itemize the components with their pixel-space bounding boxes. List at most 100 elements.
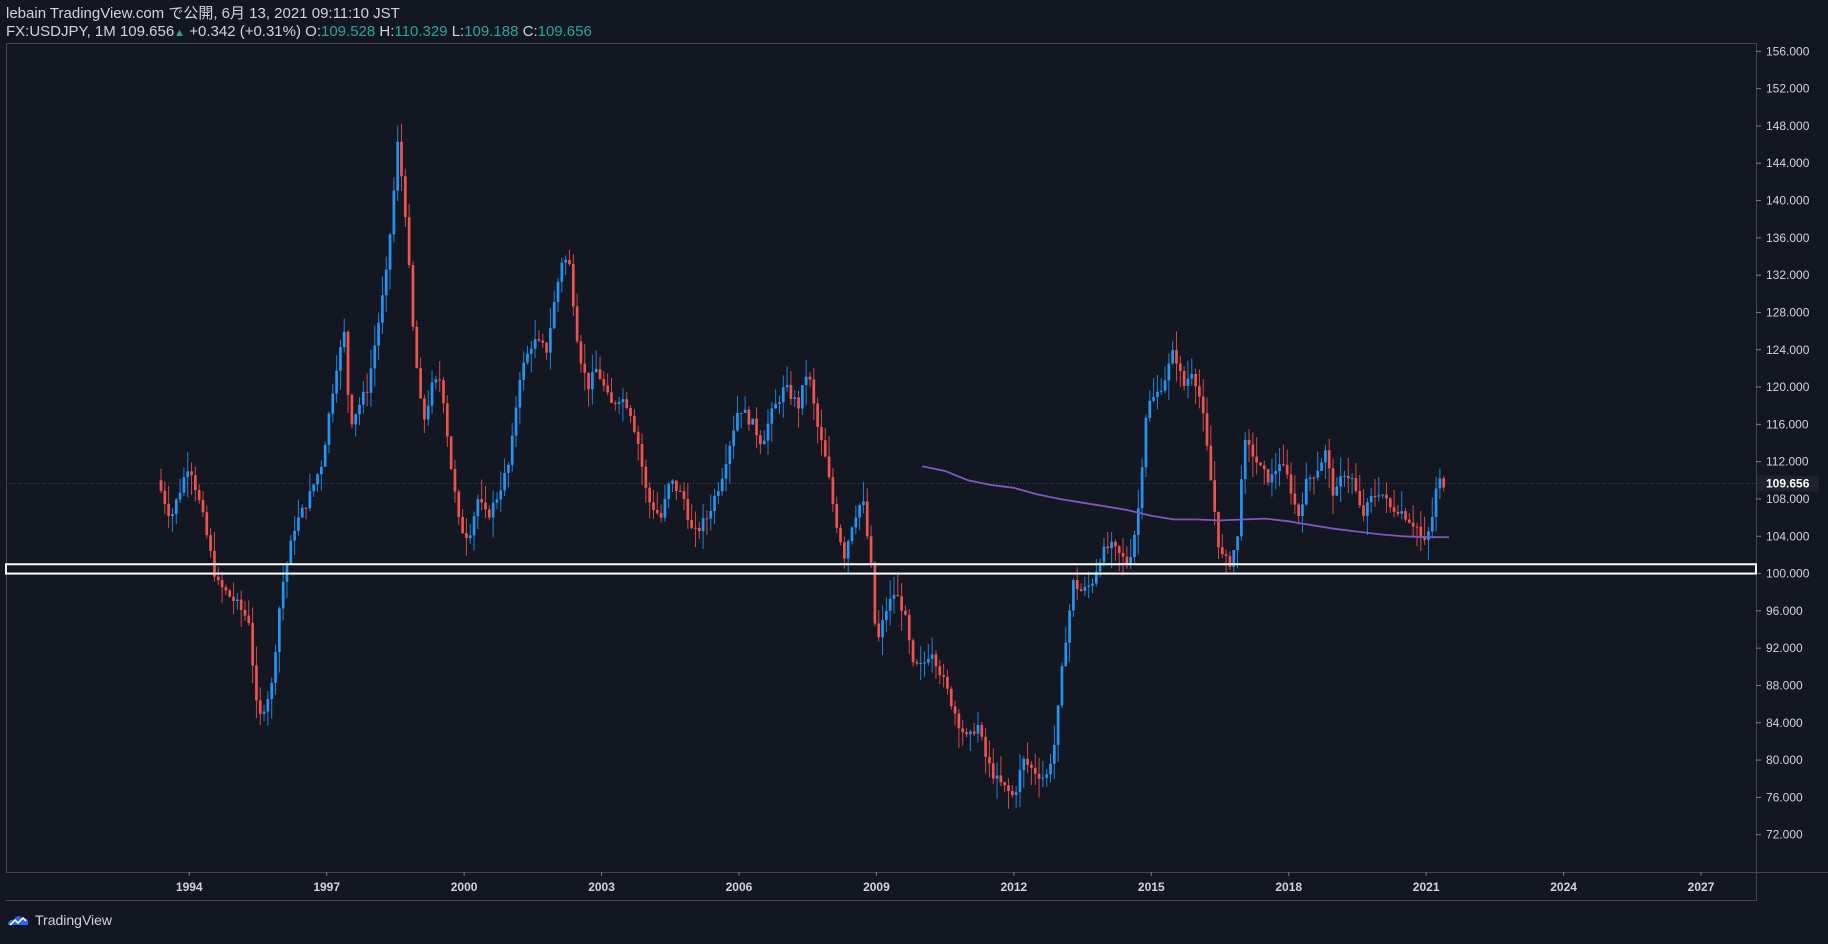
candle-body [1194, 373, 1197, 387]
candle-body [201, 500, 205, 513]
candle-body [281, 581, 285, 609]
candle-body [1354, 478, 1358, 491]
candle-body [930, 654, 934, 659]
candle-body [1419, 526, 1423, 537]
candle-body [205, 512, 209, 536]
y-tick-label: 76.000 [1766, 790, 1803, 804]
tradingview-logo-icon [8, 916, 29, 926]
candle-body [1438, 478, 1442, 489]
candle-body [258, 700, 262, 714]
candle-body [843, 542, 846, 559]
candle-body [1136, 508, 1140, 535]
candle-body [644, 466, 648, 488]
candle-body [717, 491, 720, 496]
candle-body [381, 295, 384, 323]
y-tick-label: 132.000 [1766, 268, 1810, 282]
x-tick-label: 2003 [588, 880, 615, 894]
candle-body [743, 409, 747, 413]
candle-body [472, 516, 476, 536]
last-price-label-group: 109.656 [1757, 475, 1819, 492]
candle-body [972, 731, 976, 734]
candle-body [266, 699, 270, 712]
candle-body [957, 713, 961, 729]
support-zone[interactable] [5, 563, 1757, 575]
candle-body [785, 384, 789, 388]
candle-body [1075, 580, 1079, 590]
candle-body [953, 706, 957, 714]
candle-body [426, 405, 430, 420]
moving-average [922, 465, 1450, 539]
candle-body [934, 654, 938, 667]
time-axis[interactable]: 1994 1997 2000 2003 2006 2009 2012 2015 2018 2021… [176, 872, 1715, 894]
candle-body [774, 403, 777, 409]
candle-body [461, 517, 464, 534]
candle-body [484, 502, 487, 510]
candle-body [518, 379, 522, 408]
candle-body [1385, 494, 1388, 499]
candle-body [1259, 462, 1262, 466]
candle-body [510, 435, 514, 465]
candle-body [694, 527, 697, 529]
candle-body [1087, 585, 1091, 587]
candle-body [804, 376, 808, 386]
x-tick-label: 1997 [313, 880, 340, 894]
candle-body [705, 518, 709, 520]
candle-body [976, 725, 980, 734]
support-zone-box [5, 563, 1757, 575]
candle-body [468, 535, 472, 539]
x-tick-label: 2021 [1413, 880, 1440, 894]
candle-body [850, 527, 854, 542]
y-tick-label: 104.000 [1766, 529, 1810, 543]
candle-body [491, 502, 495, 518]
candle-body [1404, 511, 1407, 520]
candle-body [232, 596, 235, 601]
candle-body [159, 480, 163, 491]
candle-body [927, 658, 930, 663]
candle-body [625, 399, 629, 408]
candle-body [862, 501, 865, 506]
candle-body [1064, 642, 1068, 667]
candle-body [1022, 758, 1026, 771]
candle-body [373, 345, 377, 369]
candle-body [1178, 363, 1182, 372]
candle-body [873, 562, 877, 624]
candle-body [858, 505, 861, 518]
candle-body [1060, 666, 1064, 706]
candle-body [400, 141, 403, 177]
candle-body [442, 380, 445, 404]
candle-body [445, 403, 449, 437]
x-tick-label: 2000 [451, 880, 478, 894]
candle-body [423, 398, 426, 420]
candle-body [946, 676, 949, 689]
candle-body [991, 763, 995, 779]
candle-body [545, 342, 548, 353]
price-axis[interactable]: 72.000 76.000 80.000 84.000 88.000 92.000 96.0… [1756, 44, 1810, 842]
candle-body [1156, 391, 1159, 398]
y-tick-label: 120.000 [1766, 380, 1810, 394]
candle-body [690, 519, 693, 528]
candle-body [1289, 474, 1293, 494]
candle-body [1240, 479, 1243, 537]
candle-body [1350, 478, 1354, 480]
candle-body [228, 590, 232, 597]
candle-body [1232, 550, 1236, 567]
candle-body [869, 536, 873, 563]
x-tick-label: 2018 [1275, 880, 1302, 894]
candle-body [1209, 445, 1213, 481]
symbol-label[interactable]: FX:USDJPY, 1M [6, 23, 116, 40]
candle-body [1213, 480, 1216, 512]
candle-body [1434, 488, 1438, 517]
open-label: O: [305, 23, 321, 40]
candle-body [430, 382, 434, 406]
candle-body [377, 322, 380, 346]
candle-body [1217, 511, 1220, 548]
candle-body [312, 484, 316, 492]
candle-body [793, 397, 797, 399]
low-label: L: [451, 23, 465, 40]
candle-body [1228, 555, 1232, 567]
x-tick-label: 2009 [863, 880, 890, 894]
candle-body [1278, 464, 1281, 472]
candle-body [1266, 469, 1270, 483]
